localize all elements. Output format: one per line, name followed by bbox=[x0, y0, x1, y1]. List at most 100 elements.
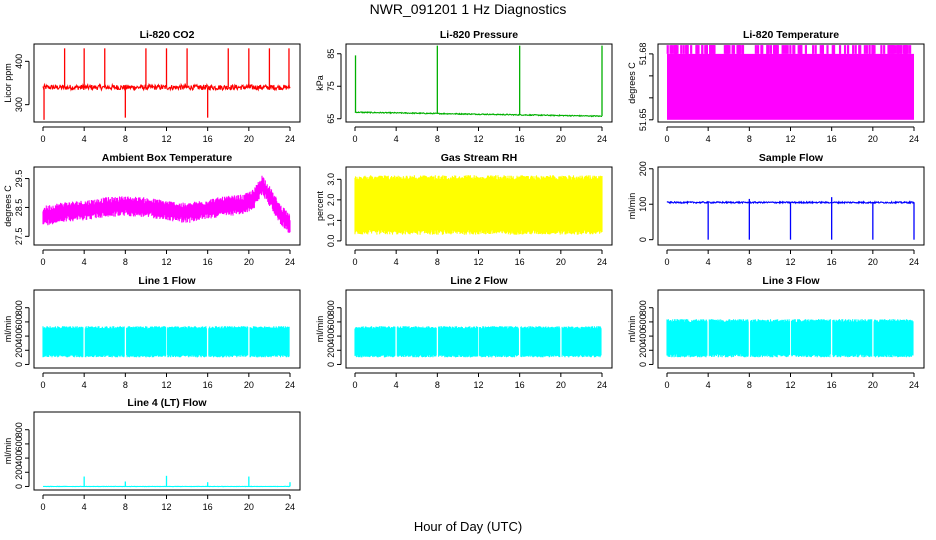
x-tick-label: 8 bbox=[435, 380, 440, 390]
x-tick-label: 8 bbox=[123, 502, 128, 512]
chart-panel: Li-820 Pressure kPa 0 4 8 12 16 20 24 65 75 85 bbox=[315, 29, 613, 144]
plot-frame bbox=[345, 166, 613, 246]
series-line bbox=[42, 175, 291, 233]
plot-frame bbox=[33, 166, 301, 246]
x-tick-label: 24 bbox=[597, 134, 607, 144]
x-tick-label: 12 bbox=[473, 257, 483, 267]
chart-panel: Line 4 (LT) Flow ml/min 0 4 8 12 16 20 24 0 200400… bbox=[3, 397, 301, 512]
x-tick-label: 12 bbox=[473, 380, 483, 390]
x-tick-label: 16 bbox=[827, 134, 837, 144]
x-tick-label: 4 bbox=[82, 257, 87, 267]
x-tick-label: 20 bbox=[244, 134, 254, 144]
series-line bbox=[666, 319, 914, 358]
x-tick-label: 8 bbox=[123, 380, 128, 390]
y-tick-label: 100 bbox=[638, 197, 648, 212]
y-axis-label: Licor ppm bbox=[3, 63, 13, 103]
x-tick-label: 20 bbox=[868, 257, 878, 267]
x-tick-label: 20 bbox=[244, 257, 254, 267]
series-group bbox=[354, 326, 602, 358]
y-axis-label: ml/min bbox=[627, 193, 637, 220]
x-tick-label: 20 bbox=[868, 380, 878, 390]
x-tick-label: 24 bbox=[909, 134, 919, 144]
series-group bbox=[666, 197, 915, 240]
figure-title: NWR_091201 1 Hz Diagnostics bbox=[370, 1, 567, 17]
y-axis-label: degrees C bbox=[3, 185, 13, 227]
x-tick-label: 20 bbox=[556, 134, 566, 144]
x-tick-label: 12 bbox=[161, 502, 171, 512]
y-tick-label: 800 bbox=[14, 300, 24, 315]
x-tick-label: 16 bbox=[515, 257, 525, 267]
x-tick-label: 0 bbox=[352, 134, 357, 144]
x-tick-label: 16 bbox=[827, 380, 837, 390]
chart-panel: Gas Stream RH percent 0 4 8 12 16 20 24 0.0 1.0 2.0… bbox=[315, 152, 613, 267]
y-tick-label: 3.0 bbox=[326, 173, 336, 186]
y-tick-label: 51.68 bbox=[638, 43, 648, 66]
y-tick-label: 200 bbox=[14, 465, 24, 480]
x-tick-label: 12 bbox=[161, 257, 171, 267]
plot-frame bbox=[657, 43, 925, 123]
plot-frame bbox=[657, 289, 925, 369]
y-tick-label: 800 bbox=[14, 422, 24, 437]
x-tick-label: 16 bbox=[827, 257, 837, 267]
series-group bbox=[42, 175, 291, 233]
y-tick-label: 600 bbox=[638, 314, 648, 329]
y-tick-label: 29.5 bbox=[14, 170, 24, 188]
y-tick-label: 200 bbox=[326, 343, 336, 358]
series-line bbox=[42, 326, 290, 358]
panel-title: Ambient Box Temperature bbox=[102, 152, 233, 164]
x-tick-label: 24 bbox=[597, 257, 607, 267]
plot-frame bbox=[657, 166, 925, 246]
y-axis-label: ml/min bbox=[3, 438, 13, 465]
x-tick-label: 24 bbox=[597, 380, 607, 390]
x-tick-label: 12 bbox=[473, 134, 483, 144]
x-tick-label: 24 bbox=[909, 380, 919, 390]
y-tick-label: 85 bbox=[326, 49, 336, 59]
panel-title: Line 3 Flow bbox=[762, 275, 820, 287]
x-tick-label: 0 bbox=[664, 380, 669, 390]
x-tick-label: 20 bbox=[556, 257, 566, 267]
panel-title: Line 2 Flow bbox=[450, 275, 508, 287]
x-tick-label: 8 bbox=[435, 134, 440, 144]
series-group bbox=[42, 48, 291, 120]
y-tick-label: 65 bbox=[326, 114, 336, 124]
chart-panel: Line 1 Flow ml/min 0 4 8 12 16 20 24 0 20040060080… bbox=[3, 275, 301, 390]
y-tick-label: 400 bbox=[14, 54, 24, 69]
y-tick-label: 75 bbox=[326, 81, 336, 91]
y-tick-label: 200 bbox=[638, 343, 648, 358]
series-line bbox=[354, 111, 602, 118]
series-group bbox=[354, 45, 603, 118]
x-tick-label: 12 bbox=[785, 380, 795, 390]
y-tick-label: 0 bbox=[326, 362, 336, 367]
y-tick-label: 400 bbox=[14, 451, 24, 466]
x-tick-label: 0 bbox=[40, 134, 45, 144]
y-tick-label: 600 bbox=[14, 314, 24, 329]
x-tick-label: 20 bbox=[556, 380, 566, 390]
y-tick-label: 400 bbox=[326, 329, 336, 344]
x-tick-label: 0 bbox=[664, 134, 669, 144]
x-tick-label: 16 bbox=[203, 134, 213, 144]
x-tick-label: 24 bbox=[285, 134, 295, 144]
y-tick-label: 0.0 bbox=[326, 235, 336, 248]
y-tick-label: 28.5 bbox=[14, 199, 24, 217]
x-tick-label: 4 bbox=[82, 502, 87, 512]
x-tick-label: 0 bbox=[40, 380, 45, 390]
chart-panel: Ambient Box Temperature degrees C 0 4 8 12 16 2… bbox=[3, 152, 301, 267]
chart-panel: Sample Flow ml/min 0 4 8 12 16 20 24 0 100 200 bbox=[627, 152, 925, 267]
plot-frame bbox=[33, 43, 301, 123]
x-tick-label: 12 bbox=[785, 134, 795, 144]
panel-title: Line 4 (LT) Flow bbox=[127, 397, 207, 409]
chart-panel: Li-820 CO2 Licor ppm 0 4 8 12 16 20 24 300 400 bbox=[3, 29, 301, 144]
x-tick-label: 16 bbox=[203, 380, 213, 390]
panel-title: Li-820 Temperature bbox=[743, 29, 839, 41]
x-tick-label: 20 bbox=[244, 502, 254, 512]
x-tick-label: 8 bbox=[747, 257, 752, 267]
y-axis-label: ml/min bbox=[627, 316, 637, 343]
x-tick-label: 4 bbox=[394, 134, 399, 144]
plot-frame bbox=[345, 43, 613, 123]
x-tick-label: 4 bbox=[82, 380, 87, 390]
chart-panel: Line 2 Flow ml/min 0 4 8 12 16 20 24 0 20040060080… bbox=[315, 275, 613, 390]
x-tick-label: 12 bbox=[161, 134, 171, 144]
series-group bbox=[354, 175, 603, 235]
x-tick-label: 8 bbox=[435, 257, 440, 267]
